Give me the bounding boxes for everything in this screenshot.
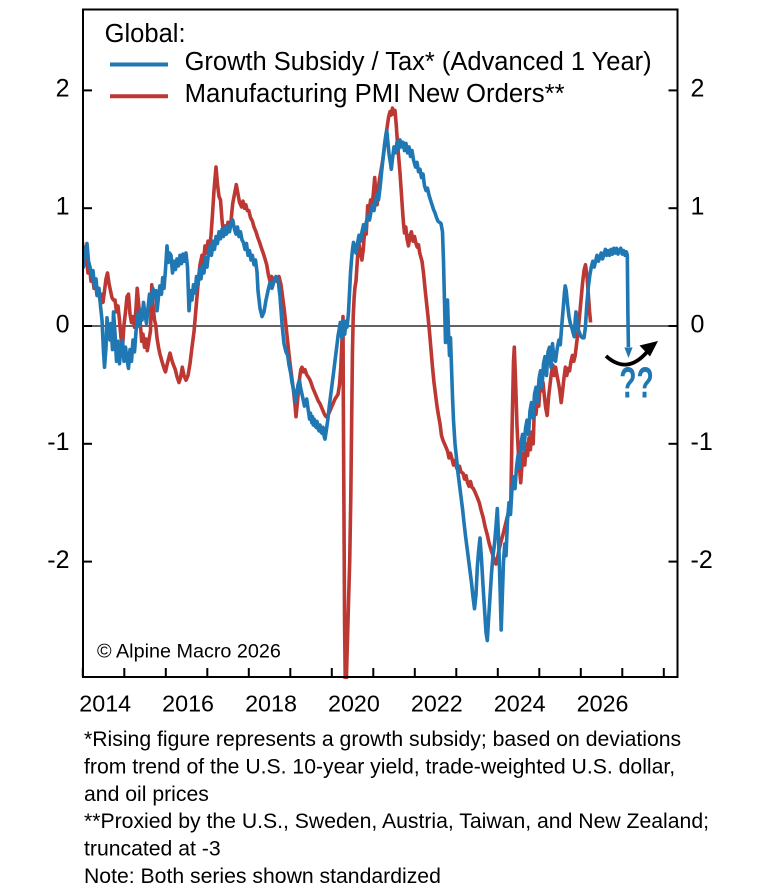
- svg-text:and oil prices: and oil prices: [84, 783, 209, 806]
- svg-text:*Rising figure represents a gr: *Rising figure represents a growth subsi…: [84, 728, 681, 751]
- svg-text:**Proxied by the U.S., Sweden,: **Proxied by the U.S., Sweden, Austria, …: [84, 810, 709, 833]
- svg-text:1: 1: [56, 193, 70, 221]
- svg-text:2: 2: [56, 75, 70, 103]
- svg-text:Growth Subsidy / Tax* (Advance: Growth Subsidy / Tax* (Advanced 1 Year): [185, 48, 652, 76]
- svg-text:2020: 2020: [328, 691, 380, 717]
- svg-text:Global:: Global:: [105, 20, 186, 48]
- svg-text:truncated at -3: truncated at -3: [84, 838, 221, 861]
- svg-text:-1: -1: [47, 428, 69, 456]
- svg-text:-2: -2: [691, 546, 713, 574]
- svg-text:0: 0: [691, 310, 705, 338]
- svg-text:-2: -2: [47, 546, 69, 574]
- svg-text:2024: 2024: [494, 691, 546, 717]
- svg-text:2: 2: [691, 75, 705, 103]
- svg-text:2016: 2016: [162, 691, 214, 717]
- svg-text:2014: 2014: [79, 691, 131, 717]
- svg-text:2018: 2018: [245, 691, 297, 717]
- svg-text:© Alpine Macro 2026: © Alpine Macro 2026: [97, 641, 281, 663]
- svg-text:-1: -1: [691, 428, 713, 456]
- svg-text:2026: 2026: [577, 691, 629, 717]
- svg-text:1: 1: [691, 193, 705, 221]
- svg-text:Note: Both series shown standa: Note: Both series shown standardized: [84, 865, 441, 888]
- svg-text:??: ??: [619, 360, 654, 408]
- svg-text:0: 0: [56, 310, 70, 338]
- svg-text:from trend of the U.S. 10-year: from trend of the U.S. 10-year yield, tr…: [84, 755, 675, 778]
- svg-text:Manufacturing PMI New Orders**: Manufacturing PMI New Orders**: [185, 80, 565, 108]
- svg-text:2022: 2022: [411, 691, 463, 717]
